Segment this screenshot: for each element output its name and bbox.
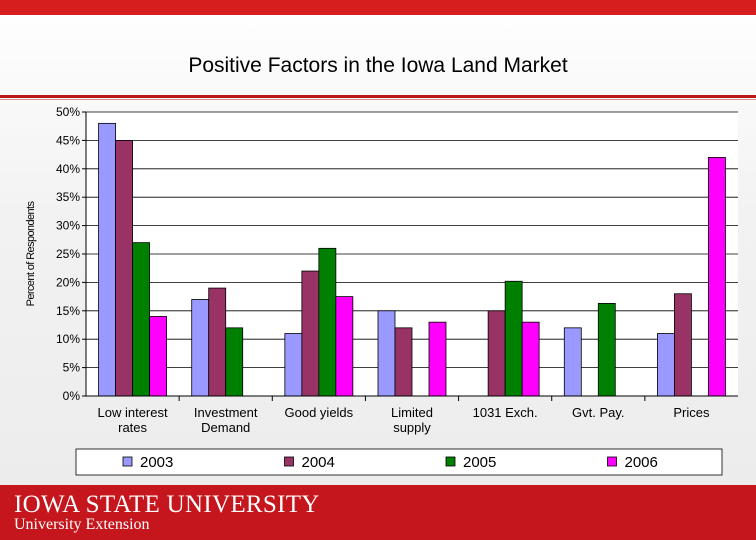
x-tick-label: Limited <box>391 405 433 420</box>
bar-2006-4 <box>521 321 540 397</box>
legend-swatch-2003 <box>122 456 133 467</box>
bar-2004-6 <box>674 293 692 397</box>
legend-label-2006: 2006 <box>625 454 658 471</box>
x-tick-label: Good yields <box>285 405 354 420</box>
x-tick-label: Investment <box>194 405 258 420</box>
axes <box>82 111 738 401</box>
bar-2005-1 <box>225 327 244 397</box>
bar-2004-1 <box>208 287 227 397</box>
y-axis-label: Percent of Respondents <box>25 200 37 306</box>
legend-swatch-2005 <box>445 456 456 467</box>
x-tick-label: Demand <box>201 420 250 435</box>
y-tick-label: 45% <box>56 133 80 147</box>
bar-2003-1 <box>191 299 210 397</box>
legend-swatch-2006 <box>607 456 617 467</box>
chart-title: Positive Factors in the Iowa Land Market <box>188 54 568 77</box>
bar-chart: 0% 5% 10% 15% 20% 25% 30% 35% 40% 45% 50% Low inte… <box>25 105 738 476</box>
legend-label-2003: 2003 <box>140 454 173 471</box>
y-tick-label: 35% <box>56 190 80 204</box>
title-divider <box>0 95 756 98</box>
y-tick-label: 25% <box>56 247 80 261</box>
bar-2004-4 <box>487 310 506 397</box>
x-tick-label: Prices <box>673 405 710 420</box>
x-tick-label: Gvt. Pay. <box>572 405 625 420</box>
y-tick-label: 5% <box>63 361 81 375</box>
bar-2006-2 <box>335 296 354 397</box>
bar-2004-2 <box>301 270 320 397</box>
bar-2004-0 <box>115 139 133 397</box>
bar-2005-5 <box>597 303 616 397</box>
bar-2003-2 <box>284 333 303 397</box>
y-tick-labels: 0% 5% 10% 15% 20% 25% 30% 35% 40% 45% 50% <box>56 105 80 403</box>
legend: 2003 2004 2005 2006 <box>75 448 723 476</box>
footer-banner: IOWA STATE UNIVERSITY University Extensi… <box>0 485 756 540</box>
bar-2003-5 <box>563 327 582 397</box>
extension-name: University Extension <box>14 516 150 533</box>
top-accent-bar <box>0 0 756 15</box>
bar-2006-6 <box>708 157 726 397</box>
y-tick-label: 50% <box>56 105 80 119</box>
legend-label-2004: 2004 <box>302 454 335 471</box>
y-tick-label: 15% <box>56 304 80 318</box>
university-name: IOWA STATE UNIVERSITY <box>14 491 320 518</box>
legend-label-2005: 2005 <box>463 454 496 471</box>
legend-swatch-2004 <box>284 456 294 467</box>
y-tick-label: 20% <box>56 275 80 289</box>
y-tick-label: 30% <box>56 219 80 233</box>
y-tick-label: 40% <box>56 162 80 176</box>
bar-2003-3 <box>377 310 396 397</box>
bar-2005-0 <box>132 242 150 397</box>
bar-2003-0 <box>98 122 116 397</box>
bar-2005-4 <box>504 280 523 397</box>
bar-2003-6 <box>657 333 675 397</box>
title-divider-thin <box>0 99 756 100</box>
y-tick-label: 10% <box>56 332 80 346</box>
x-tick-label: rates <box>118 420 147 435</box>
x-tick-label: Low interest <box>98 405 168 420</box>
bar-2006-0 <box>149 316 167 397</box>
y-tick-label: 0% <box>63 389 81 403</box>
bar-2005-2 <box>318 247 337 397</box>
bar-2006-3 <box>428 321 447 397</box>
x-tick-label: supply <box>393 420 431 435</box>
x-tick-label: 1031 Exch. <box>473 405 538 420</box>
bar-2004-3 <box>394 327 413 397</box>
